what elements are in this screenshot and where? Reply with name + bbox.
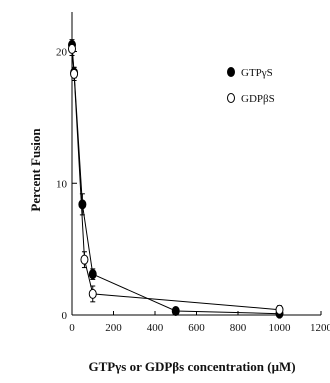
series-1 bbox=[68, 39, 284, 319]
y-tick-label: 10 bbox=[56, 178, 68, 190]
series-line bbox=[71, 48, 280, 311]
legend-marker-gdp bbox=[227, 93, 235, 103]
y-axis: 0 10 20 bbox=[56, 47, 77, 322]
data-point bbox=[275, 304, 284, 315]
data-point bbox=[171, 306, 180, 317]
plot-frame bbox=[71, 12, 321, 316]
series-layer bbox=[68, 39, 284, 319]
data-point bbox=[78, 199, 87, 210]
data-point bbox=[88, 288, 97, 299]
legend-label-gdp: GDPβS bbox=[241, 93, 275, 105]
series-line bbox=[71, 44, 280, 315]
x-axis-title: GTPγs or GDPβs concentration (μM) bbox=[88, 359, 295, 374]
x-tick-label: 0 bbox=[69, 322, 75, 334]
x-tick-label: 800 bbox=[230, 322, 247, 334]
y-axis-title: Percent Fusion bbox=[28, 128, 43, 212]
y-tick-label: 20 bbox=[56, 47, 68, 59]
x-axis: 0 200 400 600 800 1000 1200 bbox=[69, 311, 330, 334]
data-point bbox=[88, 269, 97, 280]
series-2 bbox=[68, 41, 284, 315]
data-point bbox=[70, 68, 79, 79]
legend: GTPγS GDPβS bbox=[227, 67, 275, 105]
x-tick-label: 600 bbox=[188, 322, 205, 334]
data-point bbox=[80, 254, 89, 265]
data-point bbox=[68, 43, 76, 54]
y-tick-label: 0 bbox=[62, 310, 68, 322]
legend-marker-gtp bbox=[227, 67, 235, 77]
x-tick-label: 1000 bbox=[269, 322, 292, 334]
x-tick-label: 1200 bbox=[310, 322, 330, 334]
legend-label-gtp: GTPγS bbox=[241, 67, 273, 79]
x-tick-label: 200 bbox=[105, 322, 122, 334]
x-tick-label: 400 bbox=[147, 322, 164, 334]
